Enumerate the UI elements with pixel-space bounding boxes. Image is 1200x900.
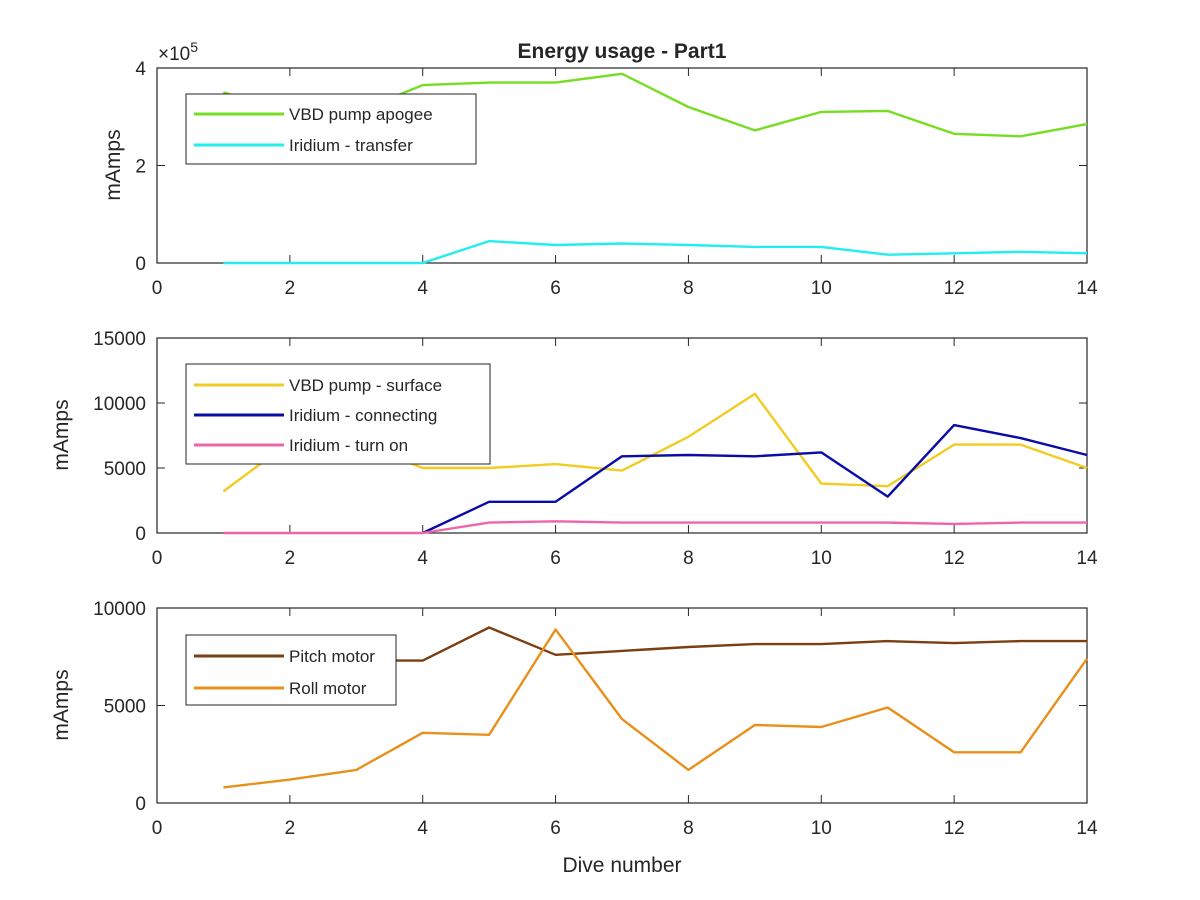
x-tick-label-middle: 14 [1076,548,1098,569]
legend-middle: VBD pump - surface Iridium - connecting … [185,363,491,465]
x-tick-label-middle: 4 [417,548,428,569]
x-tick-label-bottom: 14 [1076,818,1098,839]
x-tick-label-top: 12 [944,278,965,299]
y-axis-label-middle: mAmps [50,399,73,470]
legend-box-bottom [185,634,397,706]
x-tick-label-middle: 2 [285,548,296,569]
legend-label-iridium-connecting: Iridium - connecting [289,406,437,425]
x-tick-label-top: 10 [811,278,832,299]
x-tick-label-middle: 12 [944,548,965,569]
series-line-iridium-turn-on [223,520,1087,535]
x-tick-label-middle: 10 [811,548,832,569]
y-tick-label-middle: 10000 [93,394,146,415]
legend-label-roll-motor: Roll motor [289,679,367,698]
legend-label-pitch-motor: Pitch motor [289,647,375,666]
y-tick-label-bottom: 0 [135,794,146,815]
series-line-roll-motor [223,628,1088,789]
y-tick-label-middle: 5000 [104,459,146,480]
x-tick-label-top: 4 [417,278,428,299]
y-tick-label-top: 2 [135,157,146,178]
x-tick-label-top: 14 [1076,278,1098,299]
x-tick-label-bottom: 8 [683,818,694,839]
x-axis-label: Dive number [562,854,681,877]
x-tick-label-top: 2 [285,278,296,299]
y-tick-label-top: 4 [135,59,146,80]
x-tick-label-middle: 6 [550,548,561,569]
x-tick-label-top: 6 [550,278,561,299]
x-tick-label-bottom: 2 [285,818,296,839]
legend-box-top [185,93,477,165]
y-axis-exponent: ×105 [158,39,198,65]
y-axis-label-top: mAmps [102,129,125,200]
x-tick-label-top: 8 [683,278,694,299]
x-tick-label-middle: 8 [683,548,694,569]
exponent-base: ×10 [158,44,190,65]
x-tick-label-bottom: 10 [811,818,832,839]
legend-label-iridium-transfer: Iridium - transfer [289,136,413,155]
x-tick-label-bottom: 0 [152,818,163,839]
legend-bottom: Pitch motor Roll motor [185,634,397,706]
grid-ticks-bottom: 0 2 4 6 8 10 12 14 0 5000 10000 [93,599,1098,839]
legend-top: VBD pump apogee Iridium - transfer [185,93,477,165]
x-tick-label-middle: 0 [152,548,163,569]
x-tick-label-top: 0 [152,278,163,299]
y-axis-label-bottom: mAmps [50,669,73,740]
legend-label-vbd-apogee: VBD pump apogee [289,105,433,124]
legend-label-iridium-turn-on: Iridium - turn on [289,436,408,455]
y-tick-label-bottom: 5000 [104,697,146,718]
y-tick-label-bottom: 10000 [93,599,146,620]
grid-ticks-top: 0 2 4 6 8 10 12 14 0 2 4 [135,59,1098,299]
panel-top: 0 2 4 6 8 10 12 14 0 2 4 Energy usage - Part1 mAmp… [102,39,1098,299]
y-tick-label-middle: 15000 [93,329,146,350]
y-tick-label-top: 0 [135,254,146,275]
chart-title: Energy usage - Part1 [518,40,727,63]
x-tick-label-bottom: 6 [550,818,561,839]
series-line-iridium-connecting [422,423,1088,535]
exponent-power: 5 [190,39,198,55]
legend-label-vbd-surface: VBD pump - surface [289,376,442,395]
series-line-iridium-transfer [223,239,1088,265]
panel-middle: 0 2 4 6 8 10 12 14 0 5000 10000 15000 mAmps VBD pum… [50,329,1098,569]
grid-ticks-middle: 0 2 4 6 8 10 12 14 0 5000 10000 15000 [93,329,1098,569]
y-tick-label-middle: 0 [135,524,146,545]
x-tick-label-bottom: 4 [417,818,428,839]
x-tick-label-bottom: 12 [944,818,965,839]
